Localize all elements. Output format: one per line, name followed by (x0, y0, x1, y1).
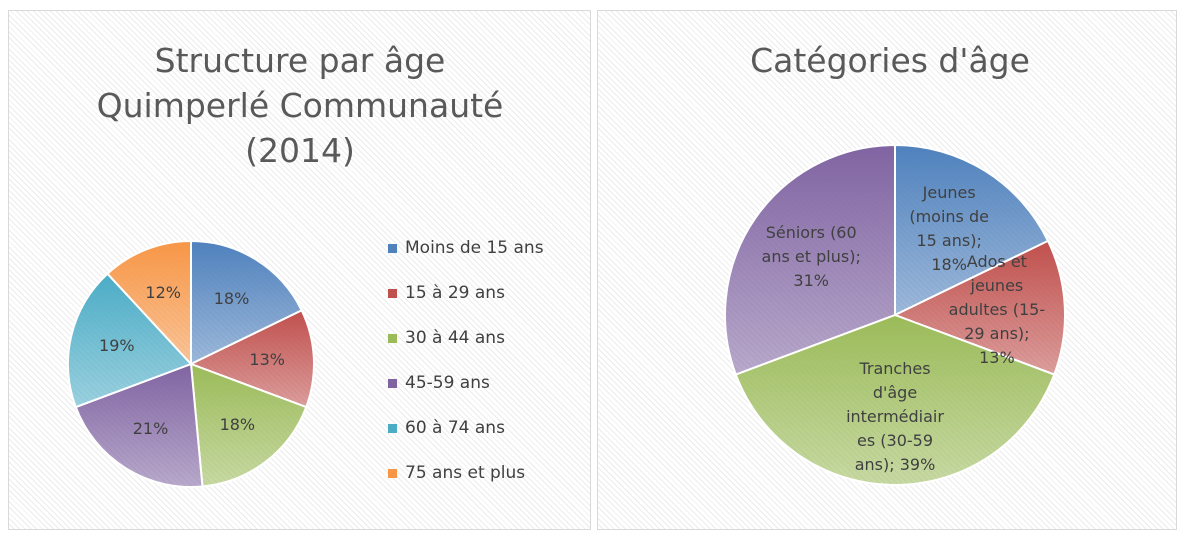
legend-swatch (388, 333, 397, 343)
legend-swatch (388, 243, 397, 253)
data-label: Séniors (60 ans et plus); 31% (761, 222, 861, 290)
legend-label: 45-59 ans (405, 373, 490, 393)
data-label: 18% (213, 289, 250, 309)
legend-label: 30 à 44 ans (405, 328, 505, 348)
legend-item: 75 ans et plus (388, 463, 525, 483)
legend-label: 60 à 74 ans (405, 418, 505, 438)
data-label: 18% (219, 414, 256, 434)
chart-title: Structure par âge Quimperlé Communauté (… (96, 41, 504, 170)
legend-swatch (388, 378, 397, 388)
pie-slice (724, 143, 896, 376)
data-label: 12% (145, 282, 181, 302)
legend-item: Moins de 15 ans (388, 238, 544, 258)
data-label: Ados et jeunes adultes (15-29 ans); 13% (948, 252, 1046, 368)
legend-item: 30 à 44 ans (388, 328, 505, 348)
legend-item: 45-59 ans (388, 373, 490, 393)
pie-slice (67, 272, 193, 409)
pie-slice (188, 309, 315, 409)
data-label: 21% (132, 418, 169, 438)
pie-slice (189, 362, 308, 488)
data-label: 13% (249, 350, 285, 370)
legend-label: 15 à 29 ans (405, 283, 505, 303)
data-label: Tranches d'âge intermédiaires (30-59 ans… (846, 359, 944, 474)
legend-label: Moins de 15 ans (405, 238, 544, 258)
chart-title: Catégories d'âge (750, 41, 1030, 80)
pie-slice (734, 313, 1056, 486)
data-label: Jeunes (moins de 15 ans); 18% (909, 182, 989, 274)
legend-swatch (388, 423, 397, 433)
pie-slice (190, 239, 304, 366)
pie-slice (106, 239, 192, 367)
legend-label: 75 ans et plus (405, 463, 526, 483)
pie-slice (74, 362, 204, 488)
legend-swatch (388, 468, 397, 478)
pie-slice (892, 239, 1066, 376)
pie-slice (894, 143, 1050, 317)
data-label: 19% (99, 336, 135, 356)
legend-item: 60 à 74 ans (388, 418, 505, 438)
legend-item: 15 à 29 ans (388, 283, 505, 303)
legend-swatch (388, 288, 397, 298)
